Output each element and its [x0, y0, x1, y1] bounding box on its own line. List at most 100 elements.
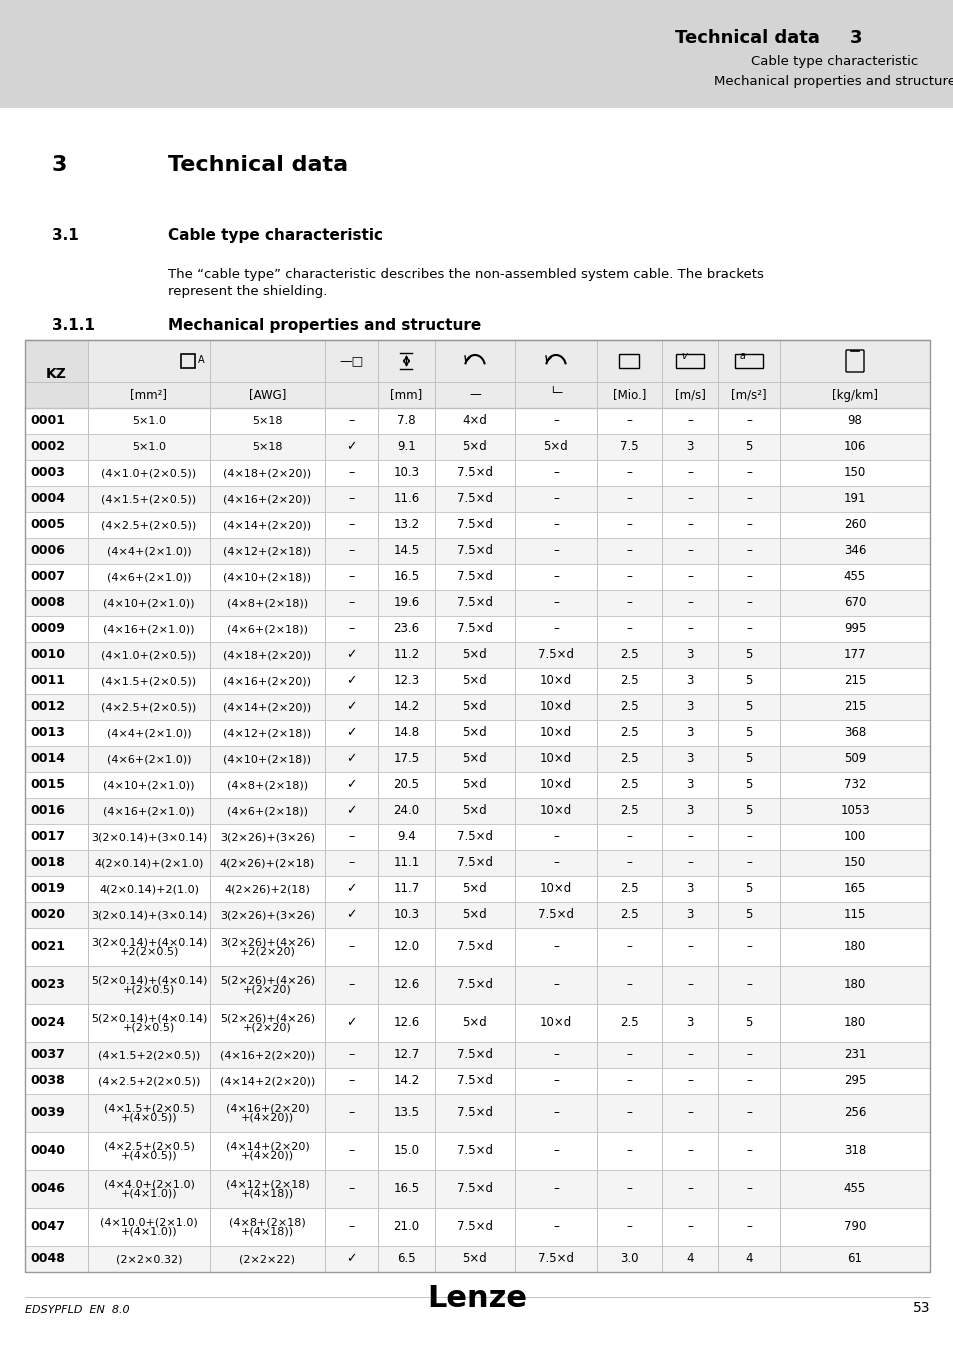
Text: (4×12+(2×18): (4×12+(2×18): [226, 1180, 309, 1189]
Text: +(2×0.5): +(2×0.5): [123, 1022, 175, 1033]
Text: 0017: 0017: [30, 830, 65, 844]
Text: 10×d: 10×d: [539, 726, 572, 740]
Text: 21.0: 21.0: [393, 1220, 419, 1234]
Text: ✓: ✓: [346, 1253, 356, 1265]
Text: 4(2×0.14)+(2×1.0): 4(2×0.14)+(2×1.0): [94, 859, 204, 868]
Text: 995: 995: [842, 622, 865, 636]
Text: –: –: [626, 979, 632, 991]
Text: –: –: [553, 1145, 558, 1157]
Text: +(4×0.5)): +(4×0.5)): [121, 1150, 177, 1160]
Text: 7.5×d: 7.5×d: [456, 1049, 493, 1061]
Text: 2.5: 2.5: [619, 909, 639, 922]
Text: 150: 150: [843, 856, 865, 869]
Text: –: –: [686, 1075, 692, 1088]
Text: a: a: [740, 351, 745, 360]
Text: ✓: ✓: [346, 675, 356, 687]
Text: 260: 260: [842, 518, 865, 532]
Text: 0011: 0011: [30, 675, 65, 687]
Text: ✓: ✓: [346, 1017, 356, 1030]
Text: 3: 3: [685, 883, 693, 895]
Text: (4×2.5+2(2×0.5)): (4×2.5+2(2×0.5)): [98, 1076, 200, 1085]
Text: 7.5×d: 7.5×d: [456, 1145, 493, 1157]
Text: +(4×18)): +(4×18)): [241, 1226, 294, 1237]
Text: [m/s]: [m/s]: [674, 389, 704, 401]
Text: 6.5: 6.5: [396, 1253, 416, 1265]
Text: 0019: 0019: [30, 883, 65, 895]
Text: 0009: 0009: [30, 622, 65, 636]
Bar: [25, 694, 929, 720]
Text: –: –: [553, 622, 558, 636]
Text: 3(2×26)+(3×26): 3(2×26)+(3×26): [220, 910, 314, 919]
Text: –: –: [553, 544, 558, 558]
Bar: [25, 927, 929, 967]
Text: 3(2×0.14)+(3×0.14): 3(2×0.14)+(3×0.14): [91, 910, 207, 919]
Bar: [25, 720, 929, 747]
Text: 12.6: 12.6: [393, 979, 419, 991]
Text: 5: 5: [744, 675, 752, 687]
Text: –: –: [348, 414, 355, 428]
Text: Technical data: Technical data: [168, 155, 348, 176]
Text: 2.5: 2.5: [619, 1017, 639, 1030]
Text: –: –: [686, 414, 692, 428]
Text: (4×10+(2×1.0)): (4×10+(2×1.0)): [103, 780, 194, 790]
Text: 790: 790: [842, 1220, 865, 1234]
Text: 5×d: 5×d: [462, 675, 487, 687]
Text: ✓: ✓: [346, 440, 356, 454]
Bar: [25, 539, 929, 564]
Text: 180: 180: [843, 979, 865, 991]
Text: 3(2×26)+(4×26): 3(2×26)+(4×26): [220, 938, 314, 948]
Text: 7.5×d: 7.5×d: [456, 856, 493, 869]
Text: 10×d: 10×d: [539, 883, 572, 895]
Text: 0038: 0038: [30, 1075, 65, 1088]
Text: —□: —□: [339, 355, 363, 367]
Text: –: –: [686, 571, 692, 583]
Text: 2.5: 2.5: [619, 675, 639, 687]
Text: EDSYPFLD  EN  8.0: EDSYPFLD EN 8.0: [25, 1305, 130, 1315]
Text: 5: 5: [744, 1017, 752, 1030]
Bar: [25, 1246, 929, 1272]
Text: 180: 180: [843, 1017, 865, 1030]
Text: (4×16+(2×20): (4×16+(2×20): [226, 1104, 309, 1114]
Text: –: –: [553, 467, 558, 479]
Text: 115: 115: [842, 909, 865, 922]
Text: 0007: 0007: [30, 571, 65, 583]
Text: –: –: [626, 544, 632, 558]
Text: –: –: [745, 1220, 751, 1234]
Text: 24.0: 24.0: [393, 805, 419, 818]
Text: 5×d: 5×d: [543, 440, 568, 454]
Text: (4×18+(2×20)): (4×18+(2×20)): [223, 468, 312, 478]
Text: +(4×20)): +(4×20)): [241, 1150, 294, 1160]
Text: 15.0: 15.0: [393, 1145, 419, 1157]
Text: 0014: 0014: [30, 752, 65, 765]
Text: 2.5: 2.5: [619, 805, 639, 818]
Text: 10.3: 10.3: [393, 909, 419, 922]
Text: 5×1.0: 5×1.0: [132, 441, 166, 452]
Text: 5×18: 5×18: [252, 441, 282, 452]
Text: –: –: [626, 856, 632, 869]
Bar: [25, 967, 929, 1004]
Text: +2(2×0.5): +2(2×0.5): [119, 946, 178, 956]
Text: –: –: [348, 1145, 355, 1157]
Text: 5×d: 5×d: [462, 1017, 487, 1030]
Text: 256: 256: [842, 1107, 865, 1119]
Text: +(2×20): +(2×20): [243, 984, 292, 994]
Text: (4×1.0+(2×0.5)): (4×1.0+(2×0.5)): [101, 468, 196, 478]
Text: (4×8+(2×18)): (4×8+(2×18)): [227, 598, 308, 608]
Bar: [25, 1094, 929, 1133]
Text: –: –: [348, 1075, 355, 1088]
Text: 3: 3: [685, 805, 693, 818]
Text: ✓: ✓: [346, 752, 356, 765]
Text: –: –: [745, 622, 751, 636]
Text: (4×14+(2×20)): (4×14+(2×20)): [223, 520, 312, 531]
Bar: [25, 433, 929, 460]
Text: 3(2×0.14)+(3×0.14): 3(2×0.14)+(3×0.14): [91, 832, 207, 842]
Text: 5: 5: [744, 726, 752, 740]
Text: 180: 180: [843, 941, 865, 953]
Text: –: –: [745, 830, 751, 844]
Text: (4×1.5+2(2×0.5)): (4×1.5+2(2×0.5)): [98, 1050, 200, 1060]
Bar: [25, 590, 929, 616]
Text: 5: 5: [744, 883, 752, 895]
Text: [m/s²]: [m/s²]: [730, 389, 766, 401]
Text: –: –: [686, 856, 692, 869]
Text: –: –: [553, 518, 558, 532]
